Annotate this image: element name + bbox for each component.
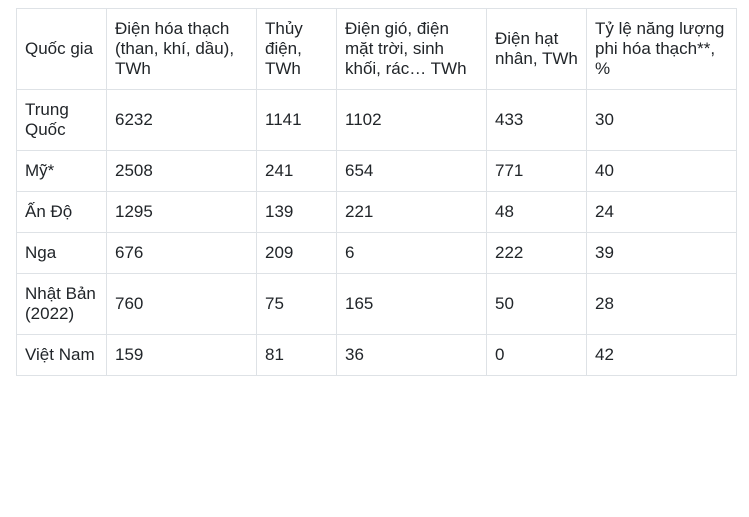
cell-value: 433 [487,90,587,151]
table-row: Nhật Bản (2022) 760 75 165 50 28 [17,274,737,335]
cell-value: 139 [257,192,337,233]
cell-country: Nhật Bản (2022) [17,274,107,335]
cell-value: 1102 [337,90,487,151]
cell-value: 771 [487,151,587,192]
col-header: Quốc gia [17,9,107,90]
cell-value: 0 [487,335,587,376]
cell-value: 48 [487,192,587,233]
cell-value: 209 [257,233,337,274]
col-header: Tỷ lệ năng lượng phi hóa thạch**, % [587,9,737,90]
header-row: Quốc gia Điện hóa thạch (than, khí, dầu)… [17,9,737,90]
cell-value: 654 [337,151,487,192]
cell-value: 241 [257,151,337,192]
cell-value: 1141 [257,90,337,151]
table-row: Mỹ* 2508 241 654 771 40 [17,151,737,192]
cell-value: 40 [587,151,737,192]
cell-value: 30 [587,90,737,151]
cell-value: 676 [107,233,257,274]
cell-value: 221 [337,192,487,233]
table-row: Nga 676 209 6 222 39 [17,233,737,274]
cell-value: 42 [587,335,737,376]
col-header: Điện hóa thạch (than, khí, dầu), TWh [107,9,257,90]
cell-value: 6232 [107,90,257,151]
cell-value: 159 [107,335,257,376]
cell-value: 36 [337,335,487,376]
cell-value: 81 [257,335,337,376]
cell-value: 6 [337,233,487,274]
cell-value: 760 [107,274,257,335]
table-row: Trung Quốc 6232 1141 1102 433 30 [17,90,737,151]
table-row: Việt Nam 159 81 36 0 42 [17,335,737,376]
cell-value: 28 [587,274,737,335]
col-header: Thủy điện, TWh [257,9,337,90]
cell-value: 75 [257,274,337,335]
cell-value: 50 [487,274,587,335]
cell-value: 2508 [107,151,257,192]
cell-value: 39 [587,233,737,274]
cell-country: Nga [17,233,107,274]
cell-value: 222 [487,233,587,274]
table-row: Ấn Độ 1295 139 221 48 24 [17,192,737,233]
cell-value: 24 [587,192,737,233]
table-container: Quốc gia Điện hóa thạch (than, khí, dầu)… [0,0,749,396]
cell-country: Trung Quốc [17,90,107,151]
table-body: Trung Quốc 6232 1141 1102 433 30 Mỹ* 250… [17,90,737,376]
cell-country: Mỹ* [17,151,107,192]
col-header: Điện gió, điện mặt trời, sinh khối, rác…… [337,9,487,90]
cell-value: 1295 [107,192,257,233]
col-header: Điện hạt nhân, TWh [487,9,587,90]
cell-value: 165 [337,274,487,335]
energy-table: Quốc gia Điện hóa thạch (than, khí, dầu)… [16,8,737,376]
cell-country: Việt Nam [17,335,107,376]
cell-country: Ấn Độ [17,192,107,233]
